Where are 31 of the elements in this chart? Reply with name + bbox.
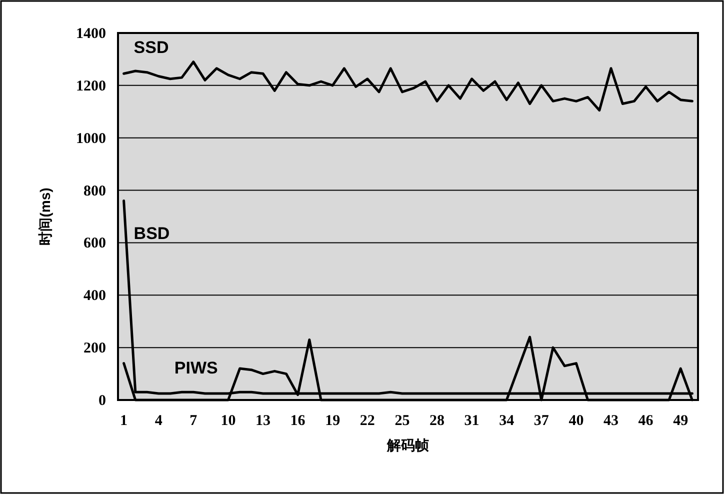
y-tick-label: 400: [84, 288, 106, 304]
x-tick-label: 28: [430, 413, 444, 429]
x-tick-label: 16: [290, 413, 306, 429]
y-axis-title: 时间(ms): [37, 188, 53, 246]
x-tick-label: 7: [190, 413, 198, 429]
x-tick-label: 46: [638, 413, 654, 429]
x-tick-label: 1: [120, 413, 128, 429]
y-tick-label: 200: [84, 340, 106, 357]
x-axis-title: 解码帧: [386, 437, 429, 453]
x-tick-label: 40: [568, 413, 584, 429]
line-series: [122, 60, 694, 112]
x-tick-label: 4: [154, 413, 163, 429]
series-label: PIWS: [174, 358, 218, 378]
x-tick-label: 49: [673, 413, 688, 429]
y-tick-label: 800: [84, 183, 106, 200]
x-tick-label: 19: [325, 413, 340, 429]
series-label: BSD: [134, 224, 170, 243]
x-tick-label: 37: [534, 413, 550, 429]
x-tick-label: 31: [464, 413, 480, 429]
x-tick-label: 43: [604, 413, 618, 429]
x-tick-label: 34: [499, 413, 515, 429]
y-tick-label: 1200: [76, 78, 106, 94]
x-tick-label: 13: [256, 413, 270, 429]
y-tick-label: 0: [98, 393, 106, 409]
series-label: SSD: [134, 38, 169, 58]
y-tick-label: 1000: [76, 130, 106, 147]
x-tick-label: 22: [360, 413, 375, 429]
x-tick-label: 25: [394, 413, 410, 429]
x-tick-label: 10: [220, 413, 236, 429]
y-tick-label: 600: [84, 236, 106, 252]
y-tick-label: 1400: [76, 26, 106, 42]
